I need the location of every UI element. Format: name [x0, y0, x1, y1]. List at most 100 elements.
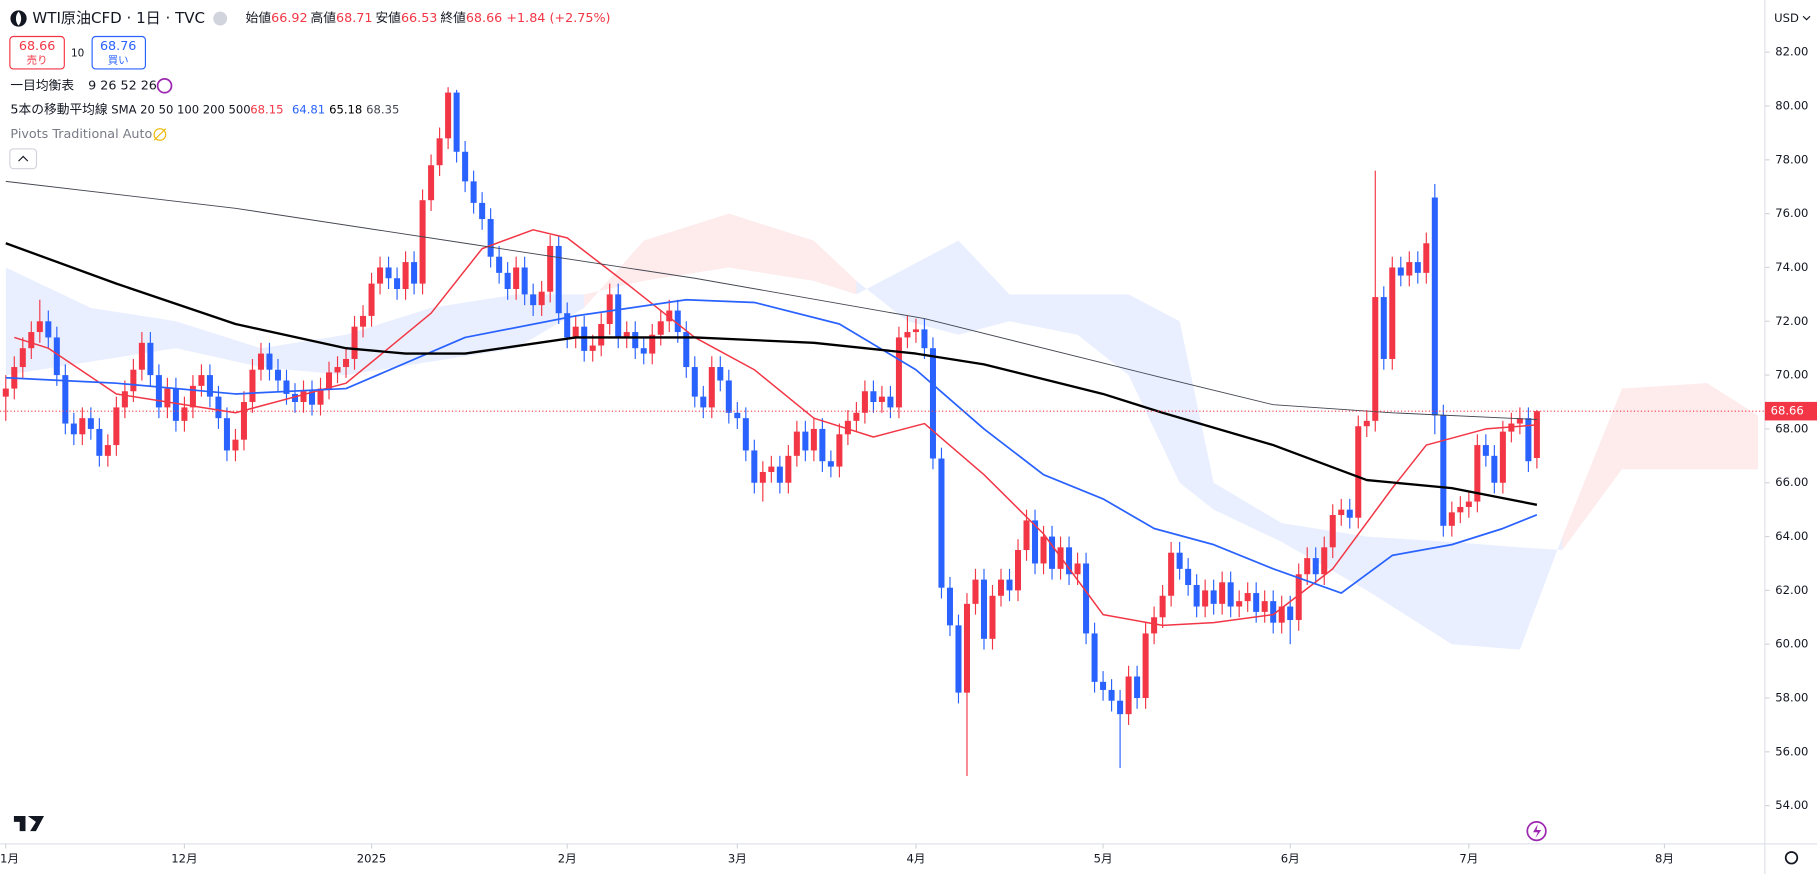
cloud	[1562, 388, 1622, 551]
buy-button[interactable]	[91, 35, 147, 70]
candle-body	[1380, 297, 1387, 359]
y-tick-label: 64.00	[1775, 529, 1808, 543]
candle-body	[1304, 558, 1311, 575]
candle-body	[861, 391, 868, 413]
status-dot	[213, 11, 228, 26]
indicator-icon	[156, 77, 173, 94]
y-tick-label: 70.00	[1775, 368, 1808, 382]
candle-body	[717, 367, 724, 381]
candle-body	[1372, 297, 1379, 421]
candle-body	[445, 92, 452, 139]
indicator-name[interactable]: Pivots Traditional Auto	[10, 127, 152, 142]
candle-body	[1525, 418, 1532, 462]
candle-body	[1474, 445, 1481, 502]
symbol[interactable]: WTI原油CFD · 1日 · TVC	[32, 9, 205, 27]
candle-body	[963, 603, 970, 693]
ohlc-value: 68.71	[336, 11, 372, 26]
candle-body	[266, 353, 273, 370]
candle-body	[1270, 601, 1277, 623]
candle-body	[121, 391, 128, 408]
indicator-params: SMA 20 50 100 200 500	[111, 103, 250, 117]
candle-body	[1516, 418, 1523, 424]
candle-body	[955, 625, 962, 693]
candle-body	[1440, 415, 1447, 526]
currency[interactable]: USD	[1774, 11, 1799, 25]
candle-body	[462, 151, 469, 182]
alert-icon[interactable]	[1526, 820, 1547, 842]
candle-body	[28, 332, 35, 349]
candle-body	[453, 92, 460, 152]
hidden-icon[interactable]	[153, 128, 167, 141]
candle-body	[317, 388, 324, 405]
candle-body	[997, 579, 1005, 596]
candle-body	[1185, 568, 1192, 585]
candle-body	[385, 267, 392, 279]
candle-body	[96, 428, 103, 456]
sell-price: 68.66	[19, 39, 55, 54]
x-tick-label: 5月	[1094, 851, 1113, 865]
y-tick-label: 66.00	[1775, 475, 1808, 489]
candle-body	[1448, 512, 1455, 526]
indicator-params: 9 26 52 26	[88, 78, 157, 93]
cloud	[728, 213, 814, 281]
x-tick-label: 3月	[728, 851, 747, 865]
candle-body	[215, 396, 222, 419]
y-tick-label: 72.00	[1775, 314, 1808, 328]
moving-average	[14, 229, 1537, 627]
candle-body	[530, 294, 537, 306]
candle-body	[776, 466, 783, 483]
candle-body	[419, 200, 426, 284]
y-tick-label: 54.00	[1775, 798, 1808, 812]
candle-body	[45, 321, 52, 338]
settings-icon[interactable]	[1784, 851, 1799, 865]
buy-label: 買い	[108, 54, 129, 66]
indicator-name[interactable]: 5本の移動平均線	[10, 102, 107, 118]
candle-body	[921, 329, 928, 349]
candle-body	[113, 407, 120, 446]
candle-body	[1482, 445, 1489, 456]
candle-body	[1108, 689, 1115, 701]
alert-bolt	[1533, 824, 1542, 839]
candle-body	[674, 310, 681, 333]
candle-body	[1210, 590, 1217, 604]
candle-body	[700, 396, 707, 408]
candle-body	[283, 380, 290, 394]
ohlc-label: 終値	[440, 10, 466, 26]
indicator-name[interactable]: 一目均衡表	[10, 78, 74, 93]
sell-button[interactable]	[9, 35, 65, 70]
candle-body	[1091, 633, 1098, 682]
candle-body	[79, 418, 86, 435]
candle-body	[980, 579, 988, 639]
candle-body	[827, 461, 834, 467]
candle-body	[1423, 243, 1430, 273]
candle-body	[470, 181, 477, 203]
candle-body	[946, 587, 953, 626]
candle-body	[300, 391, 307, 403]
candle-body	[308, 391, 316, 405]
y-tick-label: 62.00	[1775, 583, 1808, 597]
price-tag-label: 68.66	[1771, 404, 1804, 418]
currency-caret	[1802, 15, 1811, 21]
candle-body	[1414, 262, 1421, 273]
symbol-logo-drop	[15, 11, 22, 26]
candle-body	[1312, 558, 1319, 575]
candle-body	[360, 315, 367, 327]
candle-body	[1278, 606, 1285, 623]
candle-body	[1253, 593, 1260, 612]
y-tick-label: 80.00	[1775, 99, 1808, 113]
candle-body	[1202, 590, 1209, 607]
candle-body	[819, 428, 826, 462]
candle-body	[206, 375, 213, 397]
candle-body	[683, 332, 690, 368]
candle-body	[521, 267, 528, 295]
candle-body	[1219, 582, 1226, 604]
candle-body	[1168, 552, 1175, 596]
collapse-button[interactable]	[9, 148, 38, 170]
change: +1.84 (+2.75%)	[506, 11, 610, 26]
cloud	[175, 321, 261, 368]
candle-body	[436, 138, 443, 166]
candle-body	[895, 337, 902, 408]
plot-area	[0, 87, 1765, 777]
cloud	[1213, 482, 1282, 542]
